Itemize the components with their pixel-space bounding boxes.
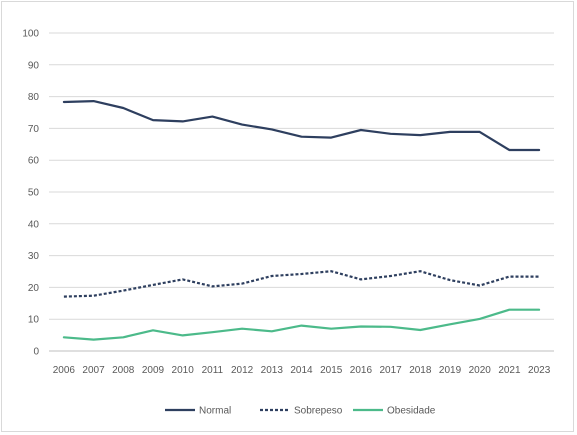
x-tick-label: 2019 [439, 365, 462, 376]
x-tick-label: 2018 [409, 365, 432, 376]
legend: Normal Sobrepeso Obesidade [165, 406, 436, 417]
x-tick-label: 2023 [528, 365, 551, 376]
x-tick-label: 2013 [261, 365, 284, 376]
x-tick-label: 2006 [53, 365, 76, 376]
legend-label-normal: Normal [199, 406, 231, 417]
y-tick-label: 40 [28, 219, 40, 230]
series-lines [62, 99, 541, 341]
y-tick-label: 70 [28, 124, 40, 135]
x-tick-label: 2014 [290, 365, 313, 376]
gridlines [49, 32, 554, 320]
series-line-sobrepeso [63, 270, 540, 298]
x-tick-label: 2016 [350, 365, 373, 376]
y-axis-ticks: 0 10 20 30 40 50 60 70 80 90 100 [22, 29, 39, 358]
x-tick-label: 2012 [231, 365, 254, 376]
y-tick-label: 60 [28, 156, 40, 167]
x-tick-label: 2017 [379, 365, 402, 376]
x-tick-label: 2009 [142, 365, 165, 376]
y-tick-label: 50 [28, 188, 40, 199]
x-tick-label: 2015 [320, 365, 343, 376]
y-tick-label: 30 [28, 251, 40, 262]
legend-label-obesidade: Obesidade [387, 406, 436, 417]
series-line-normal [62, 99, 541, 152]
y-tick-label: 20 [28, 283, 40, 294]
x-tick-label: 2020 [469, 365, 492, 376]
x-tick-label: 2021 [498, 365, 521, 376]
x-tick-label: 2007 [82, 365, 105, 376]
y-tick-label: 90 [28, 60, 40, 71]
x-tick-label: 2010 [172, 365, 195, 376]
y-tick-label: 80 [28, 92, 40, 103]
x-tick-label: 2008 [112, 365, 135, 376]
y-tick-label: 0 [33, 347, 39, 358]
y-tick-label: 100 [22, 29, 39, 40]
series-line-obesidade [62, 308, 541, 341]
x-axis-ticks: 2006 2007 2008 2009 2010 2011 2012 2013 2014 2015… [53, 365, 551, 376]
y-tick-label: 10 [28, 315, 40, 326]
x-tick-label: 2011 [202, 365, 224, 376]
legend-label-sobrepeso: Sobrepeso [294, 406, 343, 417]
